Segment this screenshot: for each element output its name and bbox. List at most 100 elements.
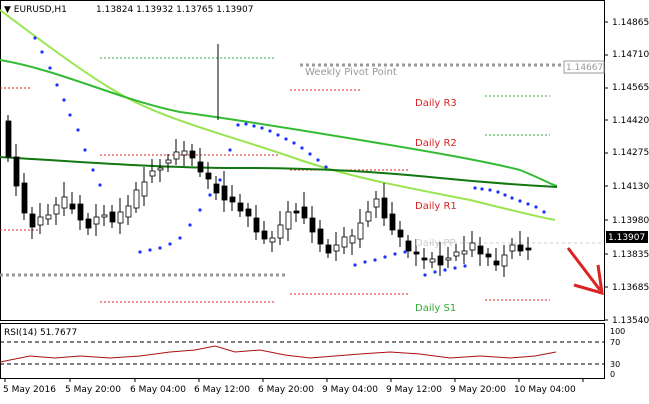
sar-dot [363, 260, 367, 264]
daily-r2-label: Daily R2 [415, 138, 457, 149]
time-tick: 9 May 04:00 [322, 385, 378, 395]
candlestick [381, 197, 388, 219]
sar-dot [496, 190, 500, 194]
candlestick [365, 211, 372, 222]
sar-dot [138, 250, 142, 254]
sar-dot [48, 66, 52, 70]
daily-r3-label: Daily R3 [415, 98, 457, 109]
candlestick [277, 224, 284, 239]
candlestick [125, 205, 132, 218]
candlestick [493, 260, 500, 266]
price-tick: 1.13835 [612, 250, 649, 260]
sar-dot [55, 83, 59, 87]
candlestick [333, 244, 340, 252]
sar-dot [148, 248, 152, 252]
sar-dot [236, 123, 240, 127]
time-tick: 6 May 20:00 [258, 385, 314, 395]
time-tick: 6 May 04:00 [130, 385, 186, 395]
candlestick [29, 213, 36, 228]
current-price-box [606, 231, 648, 243]
ma-slow-line [0, 156, 558, 188]
time-tick: 10 May 04:00 [514, 385, 576, 395]
dropdown-arrow-icon: ▼ [4, 5, 11, 15]
candlestick [373, 198, 380, 208]
sar-dot [473, 186, 477, 190]
candlestick [213, 183, 220, 194]
time-tick: 9 May 20:00 [450, 385, 506, 395]
candlestick [389, 213, 396, 231]
price-tick: 1.14565 [612, 83, 649, 93]
candlestick [101, 214, 108, 218]
sar-dot [518, 199, 522, 203]
candlestick [197, 161, 204, 173]
sar-dot [534, 205, 538, 209]
candlestick [341, 236, 348, 248]
weekly-pivot-price: 1.14667 [566, 63, 603, 73]
sar-dot [208, 193, 212, 197]
candlestick [397, 229, 404, 238]
sar-dot [91, 168, 95, 172]
candlestick [85, 218, 92, 229]
sar-dot [292, 141, 296, 145]
sar-dot [453, 266, 457, 270]
time-tick: 5 May 2016 [3, 385, 56, 395]
candlestick [285, 211, 292, 230]
sar-dot [393, 252, 397, 256]
sar-dot [403, 250, 407, 254]
sar-dot [268, 129, 272, 133]
candlestick [509, 244, 516, 252]
rsi-label: RSI(14) 51.7677 [4, 328, 77, 338]
chart-symbol-label: EURUSD,H1 [14, 5, 67, 15]
price-tick: 1.14420 [612, 116, 649, 126]
candlestick [349, 235, 356, 244]
sar-dot [510, 196, 514, 200]
rsi-line [0, 345, 557, 363]
candlestick [109, 211, 116, 223]
sar-dot [68, 113, 72, 117]
ma-mid-line [0, 59, 558, 187]
candlestick [205, 172, 212, 180]
sar-dot [218, 178, 222, 182]
time-tick: 9 May 12:00 [386, 385, 442, 395]
price-tick: 1.13540 [612, 316, 649, 326]
candlestick [253, 217, 260, 233]
time-axis: 5 May 2016 5 May 20:00 6 May 04:00 6 May… [3, 385, 576, 395]
rsi-panel-frame [0, 323, 605, 379]
candlestick [525, 247, 532, 251]
chart-symbol: ▼ EURUSD,H1 [4, 5, 67, 15]
rsi-tick: 0 [610, 370, 615, 379]
price-tick: 1.14130 [612, 182, 649, 192]
sar-dot [383, 255, 387, 259]
sar-dot [526, 202, 530, 206]
candlestick [229, 196, 236, 203]
sar-dot [353, 263, 357, 267]
price-tick: 1.14865 [612, 18, 649, 28]
sar-dot [33, 36, 37, 40]
rsi-tick: 70 [610, 338, 620, 347]
sar-dot [463, 264, 467, 268]
candlestick [437, 255, 444, 266]
candlestick [93, 216, 100, 225]
candlestick [117, 211, 124, 224]
candlestick [517, 244, 524, 252]
candlestick [77, 203, 84, 221]
candlestick [293, 210, 300, 214]
candlestick [325, 244, 332, 254]
candlestick [421, 257, 428, 261]
candlestick [45, 214, 52, 220]
sar-dot [542, 210, 546, 214]
candlestick [269, 237, 276, 243]
price-tick: 1.14710 [612, 50, 649, 60]
sar-dot [40, 50, 44, 54]
candlestick [181, 150, 188, 156]
sar-dot [433, 270, 437, 274]
candlestick [309, 217, 316, 233]
ma-fast-line [0, 9, 556, 221]
candlestick [501, 254, 508, 267]
sar-dot [252, 124, 256, 128]
sar-dot [158, 246, 162, 250]
candlestick [461, 250, 468, 255]
candlestick [429, 258, 436, 263]
